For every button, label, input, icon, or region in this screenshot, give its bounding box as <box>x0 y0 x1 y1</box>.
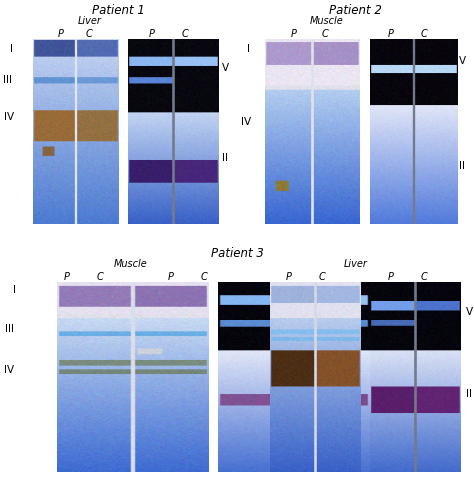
Text: V: V <box>228 307 236 317</box>
Text: P: P <box>149 29 155 39</box>
Text: C: C <box>201 272 207 281</box>
Text: II: II <box>229 390 235 399</box>
Text: C: C <box>421 272 428 281</box>
Text: III: III <box>3 75 11 85</box>
Text: P: P <box>64 272 69 281</box>
Text: II: II <box>459 161 465 170</box>
Text: I: I <box>10 44 13 54</box>
Text: I: I <box>247 44 250 54</box>
Text: II: II <box>466 390 472 399</box>
Text: P: P <box>388 29 394 39</box>
Text: C: C <box>182 29 188 39</box>
Text: Patient 2: Patient 2 <box>329 4 382 17</box>
Text: P: P <box>57 29 64 39</box>
Text: I: I <box>255 285 257 295</box>
Text: III: III <box>5 324 14 334</box>
Text: P: P <box>291 29 297 39</box>
Text: Muscle: Muscle <box>113 259 147 269</box>
Text: Patient 1: Patient 1 <box>92 4 145 17</box>
Text: P: P <box>286 272 292 281</box>
Text: V: V <box>221 63 229 73</box>
Text: Muscle: Muscle <box>310 16 344 26</box>
Text: Liver: Liver <box>78 16 102 26</box>
Text: III: III <box>247 317 255 326</box>
Text: I: I <box>13 285 16 295</box>
Text: C: C <box>421 29 428 39</box>
Text: Patient 3: Patient 3 <box>210 247 264 260</box>
Text: V: V <box>458 56 466 66</box>
Text: P: P <box>168 272 173 281</box>
Text: Liver: Liver <box>344 259 367 269</box>
Text: IV: IV <box>4 112 15 122</box>
Text: C: C <box>85 29 92 39</box>
Text: C: C <box>96 272 103 281</box>
Text: C: C <box>321 29 328 39</box>
Text: IV: IV <box>241 117 252 127</box>
Text: IV: IV <box>246 356 256 365</box>
Text: IV: IV <box>4 365 15 375</box>
Text: P: P <box>388 272 394 281</box>
Text: V: V <box>465 307 473 317</box>
Text: II: II <box>222 153 228 163</box>
Text: C: C <box>319 272 326 281</box>
